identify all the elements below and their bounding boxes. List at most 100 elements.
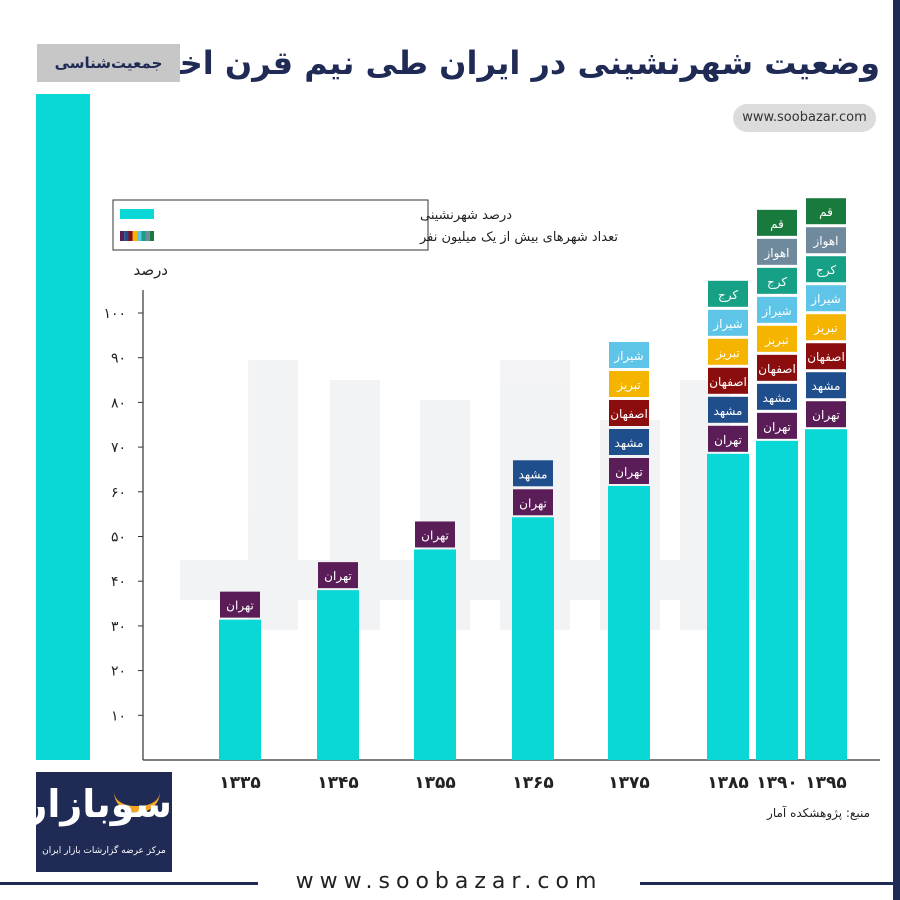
city-label-box (513, 460, 553, 487)
city-label-box (708, 338, 748, 365)
legend-swatch-segment (137, 231, 142, 241)
city-label: تبریز (715, 346, 740, 361)
city-label: شیراز (613, 349, 643, 364)
city-label: تهران (812, 408, 840, 423)
city-label: قم (819, 205, 833, 219)
city-label: اصفهان (807, 350, 845, 364)
brand-logo[interactable]: سوبازار مرکز عرضه گزارشات بازار ایران (25, 772, 172, 872)
bar (707, 453, 749, 760)
city-label: شیراز (761, 304, 791, 319)
y-tick-label: ۸۰ (111, 395, 126, 411)
city-label: تبریز (813, 321, 838, 336)
logo-wordmark: سوبازار (25, 782, 172, 826)
city-label-box (806, 372, 846, 399)
legend: درصد شهرنشینی تعداد شهرهای بیش از یک میل… (112, 199, 618, 251)
city-label-box (806, 198, 846, 225)
x-axis-ticks: ۱۳۳۵ ۱۳۴۵ ۱۳۵۵ ۱۳۶۵ ۱۳۷۵ ۱۳۸۵ ۱۳۹۰ ۱۳۹۵ (219, 773, 847, 793)
bar (608, 485, 650, 760)
legend-label-million-cities: تعداد شهرهای بیش از یک میلیون نفر (419, 230, 618, 245)
city-label-box (708, 396, 748, 423)
city-label-box (513, 489, 553, 516)
logo-subtitle: مرکز عرضه گزارشات بازار ایران (42, 846, 166, 856)
source-note: منبع: پژوهشکده آمار (767, 806, 870, 820)
legend-swatch-segment (124, 231, 129, 241)
city-label: کرج (718, 288, 738, 303)
city-label: مشهد (519, 467, 548, 481)
y-tick-label: ۵۰ (111, 530, 126, 546)
legend-swatch-segment (141, 231, 146, 241)
category-tag: جمعیت‌شناسی (37, 44, 180, 82)
city-label: کرج (816, 263, 836, 278)
y-tick-label: ۱۰ (111, 708, 126, 724)
city-label-box (318, 562, 358, 589)
legend-swatch-million-cities (120, 231, 154, 241)
legend-swatch-urbanization (120, 209, 154, 219)
bar (805, 429, 847, 760)
city-label-box (757, 354, 797, 381)
city-label: تبریز (616, 378, 641, 393)
city-label-box (806, 256, 846, 283)
city-label: مشهد (763, 391, 792, 405)
x-tick-label: ۱۳۹۵ (805, 773, 847, 793)
city-label-box (609, 341, 649, 368)
bar (414, 549, 456, 760)
city-label: تهران (324, 569, 352, 584)
city-label: تبریز (764, 333, 789, 348)
city-label: تهران (763, 420, 791, 435)
city-label: مشهد (615, 436, 644, 450)
x-tick-label: ۱۳۳۵ (219, 773, 261, 793)
city-label: تهران (226, 599, 254, 614)
city-label: مشهد (714, 404, 743, 418)
bars-layer: تهران تهران تهران تهران مشهد تهران مشهد اصفهان ت… (219, 198, 847, 760)
x-tick-label: ۱۳۴۵ (317, 773, 359, 793)
city-label-box (757, 267, 797, 294)
city-label-box (708, 280, 748, 307)
y-tick-label: ۶۰ (111, 485, 126, 501)
city-label-box (609, 457, 649, 484)
city-label: اهواز (764, 246, 790, 261)
x-tick-label: ۱۳۶۵ (512, 773, 554, 793)
y-tick-label: ۹۰ (111, 351, 126, 367)
decorative-side-bar (36, 94, 90, 760)
website-pill[interactable]: www.soobazar.com (733, 104, 876, 132)
city-label: تهران (714, 433, 742, 448)
city-label: شیراز (810, 292, 840, 307)
city-label-box (220, 591, 260, 618)
y-tick-label: ۴۰ (111, 574, 126, 590)
legend-label-urbanization: درصد شهرنشینی (420, 208, 512, 223)
city-label: شیراز (712, 317, 742, 332)
city-label-box (609, 399, 649, 426)
legend-swatch-segment (132, 231, 137, 241)
city-label: اصفهان (758, 362, 796, 376)
city-label-box (757, 412, 797, 439)
legend-swatch-segment (120, 231, 125, 241)
city-label-box (757, 238, 797, 265)
y-tick-label: ۱۰۰ (103, 306, 126, 322)
city-label: تهران (421, 528, 449, 543)
legend-swatch-segment (149, 231, 154, 241)
footer-url[interactable]: www.soobazar.com (258, 868, 640, 896)
city-label-box (609, 370, 649, 397)
city-label-box (806, 314, 846, 341)
x-tick-label: ۱۳۹۰ (756, 773, 798, 793)
city-label: قم (770, 217, 784, 231)
legend-swatch-segment (145, 231, 150, 241)
bar (756, 440, 798, 760)
city-label: تهران (615, 465, 643, 480)
legend-swatch-segment (128, 231, 133, 241)
y-tick-label: ۷۰ (111, 440, 126, 456)
page-title: وضعیت شهرنشینی در ایران طی نیم قرن اخیر (146, 44, 880, 82)
x-tick-label: ۱۳۵۵ (414, 773, 456, 793)
y-axis-ticks: ۱۰ ۲۰ ۳۰ ۴۰ ۵۰ ۶۰ ۷۰ ۸۰ ۹۰ ۱۰۰ (103, 306, 143, 724)
city-label: اهواز (813, 234, 839, 249)
legend-box (112, 199, 429, 251)
city-label: تهران (519, 496, 547, 511)
city-label-box (757, 383, 797, 410)
logo-swoosh-icon (114, 792, 160, 812)
x-tick-label: ۱۳۸۵ (707, 773, 749, 793)
y-axis-label: درصد (133, 261, 168, 279)
city-label-box (757, 209, 797, 236)
right-edge-bar (893, 0, 900, 900)
city-label: کرج (767, 275, 787, 290)
